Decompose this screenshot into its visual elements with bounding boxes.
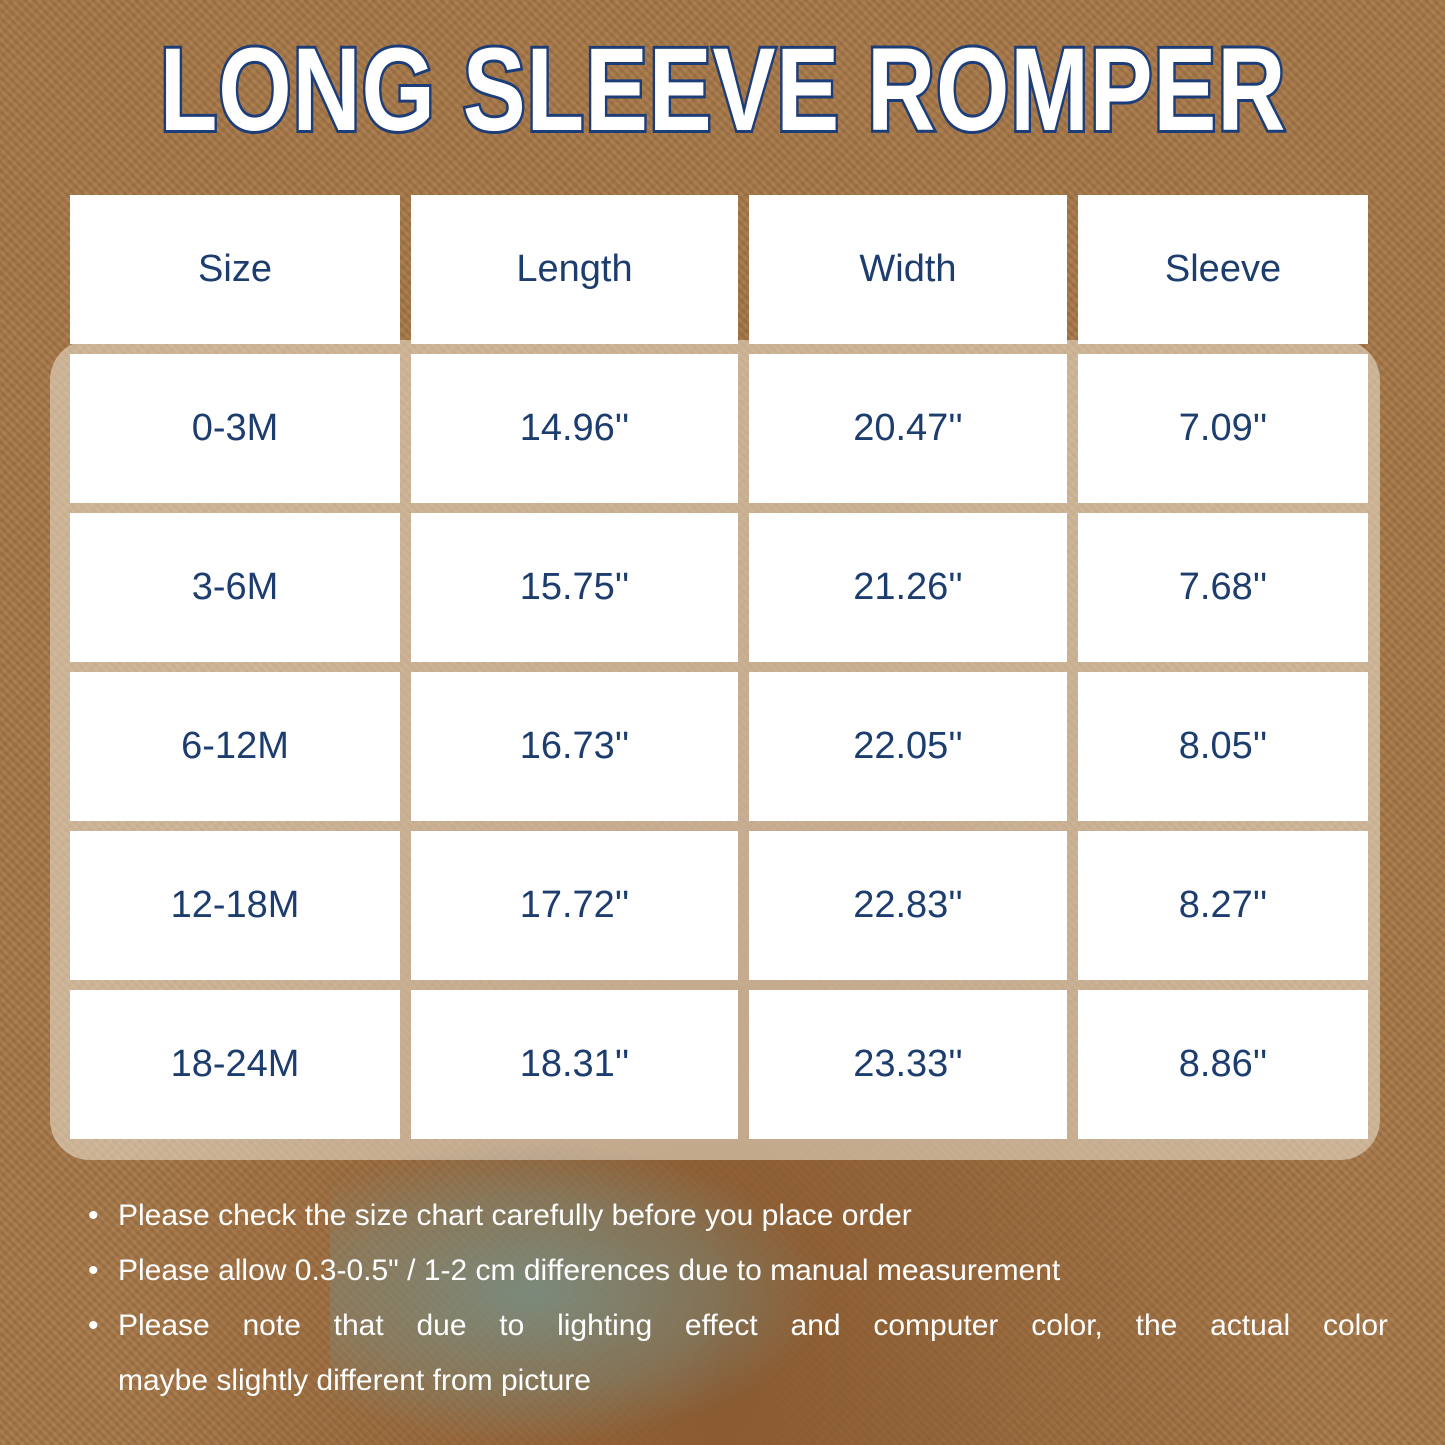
header-width: Width — [749, 195, 1067, 344]
cell-width: 23.33'' — [749, 990, 1067, 1139]
note-item: Please note that due to lighting effect … — [88, 1298, 1388, 1353]
cell-sleeve: 8.86'' — [1078, 990, 1368, 1139]
cell-size: 12-18M — [70, 831, 400, 980]
cell-size: 6-12M — [70, 672, 400, 821]
cell-width: 20.47'' — [749, 354, 1067, 503]
cell-width: 22.83'' — [749, 831, 1067, 980]
note-item: Please check the size chart carefully be… — [88, 1188, 1388, 1243]
cell-width: 22.05'' — [749, 672, 1067, 821]
cell-size: 0-3M — [70, 354, 400, 503]
cell-size: 3-6M — [70, 513, 400, 662]
header-sleeve: Sleeve — [1078, 195, 1368, 344]
notes-list: Please check the size chart carefully be… — [88, 1188, 1388, 1408]
size-table: Size Length Width Sleeve 0-3M 14.96'' 20… — [70, 195, 1368, 1139]
cell-width: 21.26'' — [749, 513, 1067, 662]
header-length: Length — [411, 195, 738, 344]
cell-sleeve: 8.27'' — [1078, 831, 1368, 980]
cell-sleeve: 7.68'' — [1078, 513, 1368, 662]
cell-length: 16.73'' — [411, 672, 738, 821]
cell-length: 15.75'' — [411, 513, 738, 662]
cell-sleeve: 8.05'' — [1078, 672, 1368, 821]
cell-length: 17.72'' — [411, 831, 738, 980]
title-container: LONG SLEEVE ROMPER — [0, 20, 1445, 170]
cell-size: 18-24M — [70, 990, 400, 1139]
cell-length: 18.31'' — [411, 990, 738, 1139]
note-item-continued: maybe slightly different from picture — [118, 1364, 591, 1397]
header-size: Size — [70, 195, 400, 344]
cell-sleeve: 7.09'' — [1078, 354, 1368, 503]
note-item: Please allow 0.3-0.5" / 1-2 cm differenc… — [88, 1243, 1388, 1298]
cell-length: 14.96'' — [411, 354, 738, 503]
page-title: LONG SLEEVE ROMPER — [157, 21, 1287, 159]
